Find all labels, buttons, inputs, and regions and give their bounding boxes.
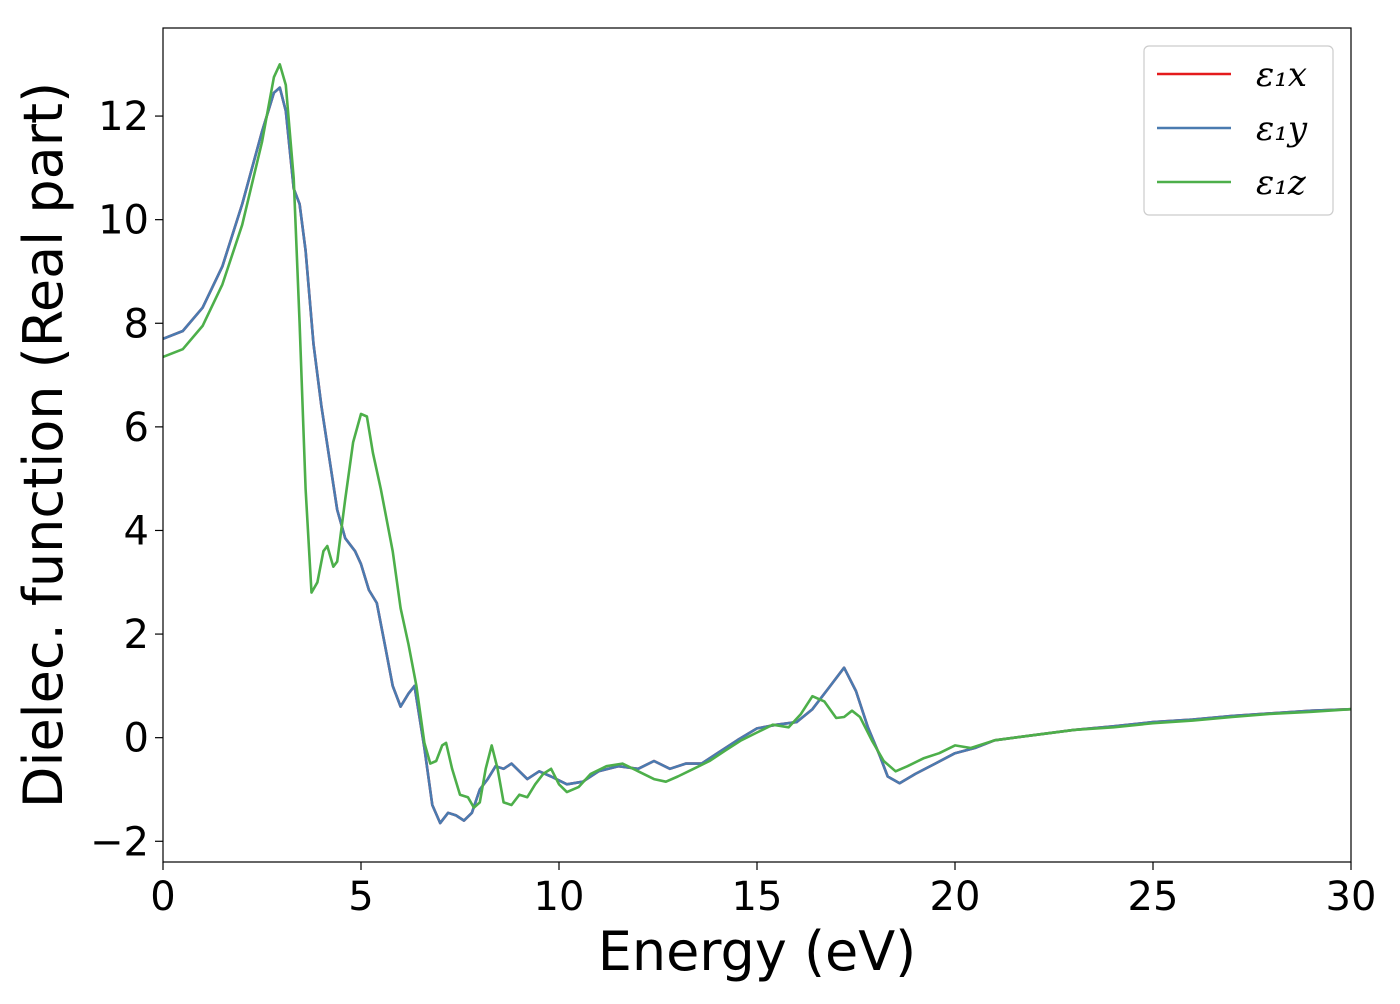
series-line-2: [162, 86, 1352, 825]
y-tick-label: 6: [124, 405, 149, 451]
x-tick-label: 10: [534, 874, 585, 920]
y-tick-label: −2: [90, 819, 149, 865]
y-tick-label: 4: [124, 508, 149, 554]
y-tick-label: 2: [124, 612, 149, 658]
y-tick-label: 12: [98, 94, 149, 140]
x-axis-label: Energy (eV): [598, 920, 917, 983]
y-tick-label: 0: [124, 716, 149, 762]
legend: ε₁x ε₁y ε₁z: [1143, 45, 1334, 216]
legend-label-2: ε₁y: [1256, 109, 1308, 149]
y-axis-label: Dielec. function (Real part): [12, 82, 75, 808]
legend-label-3: ε₁z: [1256, 163, 1307, 203]
x-tick-label: 30: [1326, 874, 1377, 920]
legend-label-1: ε₁x: [1256, 55, 1307, 95]
plot-lines: [162, 63, 1352, 825]
x-tick-label: 0: [150, 874, 175, 920]
y-axis-ticks: −2 0 2 4 6 8 10 12: [90, 94, 163, 865]
x-tick-label: 5: [348, 874, 373, 920]
x-tick-label: 15: [732, 874, 783, 920]
x-tick-label: 20: [930, 874, 981, 920]
y-tick-label: 10: [98, 198, 149, 244]
x-tick-label: 25: [1128, 874, 1179, 920]
y-tick-label: 8: [124, 301, 149, 347]
x-axis-ticks: 0 5 10 15 20 25 30: [150, 862, 1376, 920]
series-line-3: [162, 63, 1352, 809]
legend-box: [1143, 45, 1334, 216]
